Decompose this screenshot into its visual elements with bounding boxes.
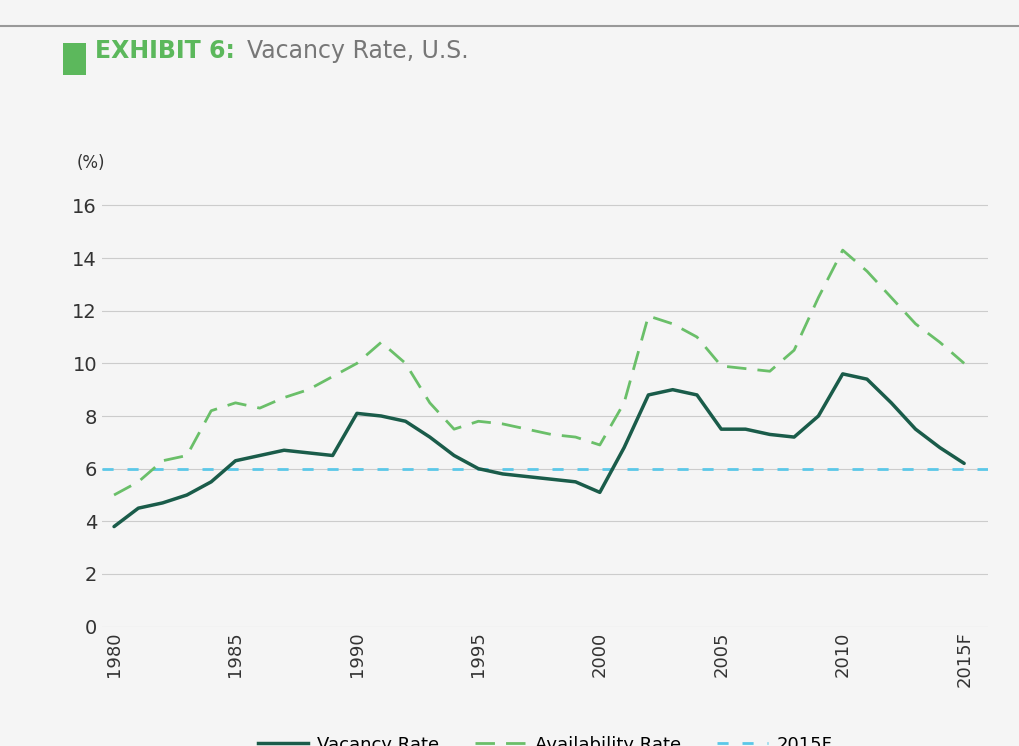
- Text: EXHIBIT 6:: EXHIBIT 6:: [95, 39, 234, 63]
- Legend: Vacancy Rate, Availability Rate, 2015F: Vacancy Rate, Availability Rate, 2015F: [251, 728, 840, 746]
- Text: (%): (%): [76, 154, 105, 172]
- Text: Vacancy Rate, U.S.: Vacancy Rate, U.S.: [232, 39, 469, 63]
